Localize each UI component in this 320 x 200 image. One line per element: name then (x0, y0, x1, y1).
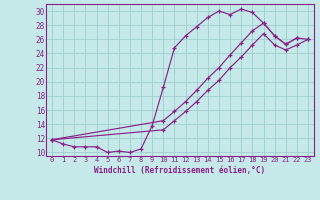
X-axis label: Windchill (Refroidissement éolien,°C): Windchill (Refroidissement éolien,°C) (94, 166, 266, 175)
